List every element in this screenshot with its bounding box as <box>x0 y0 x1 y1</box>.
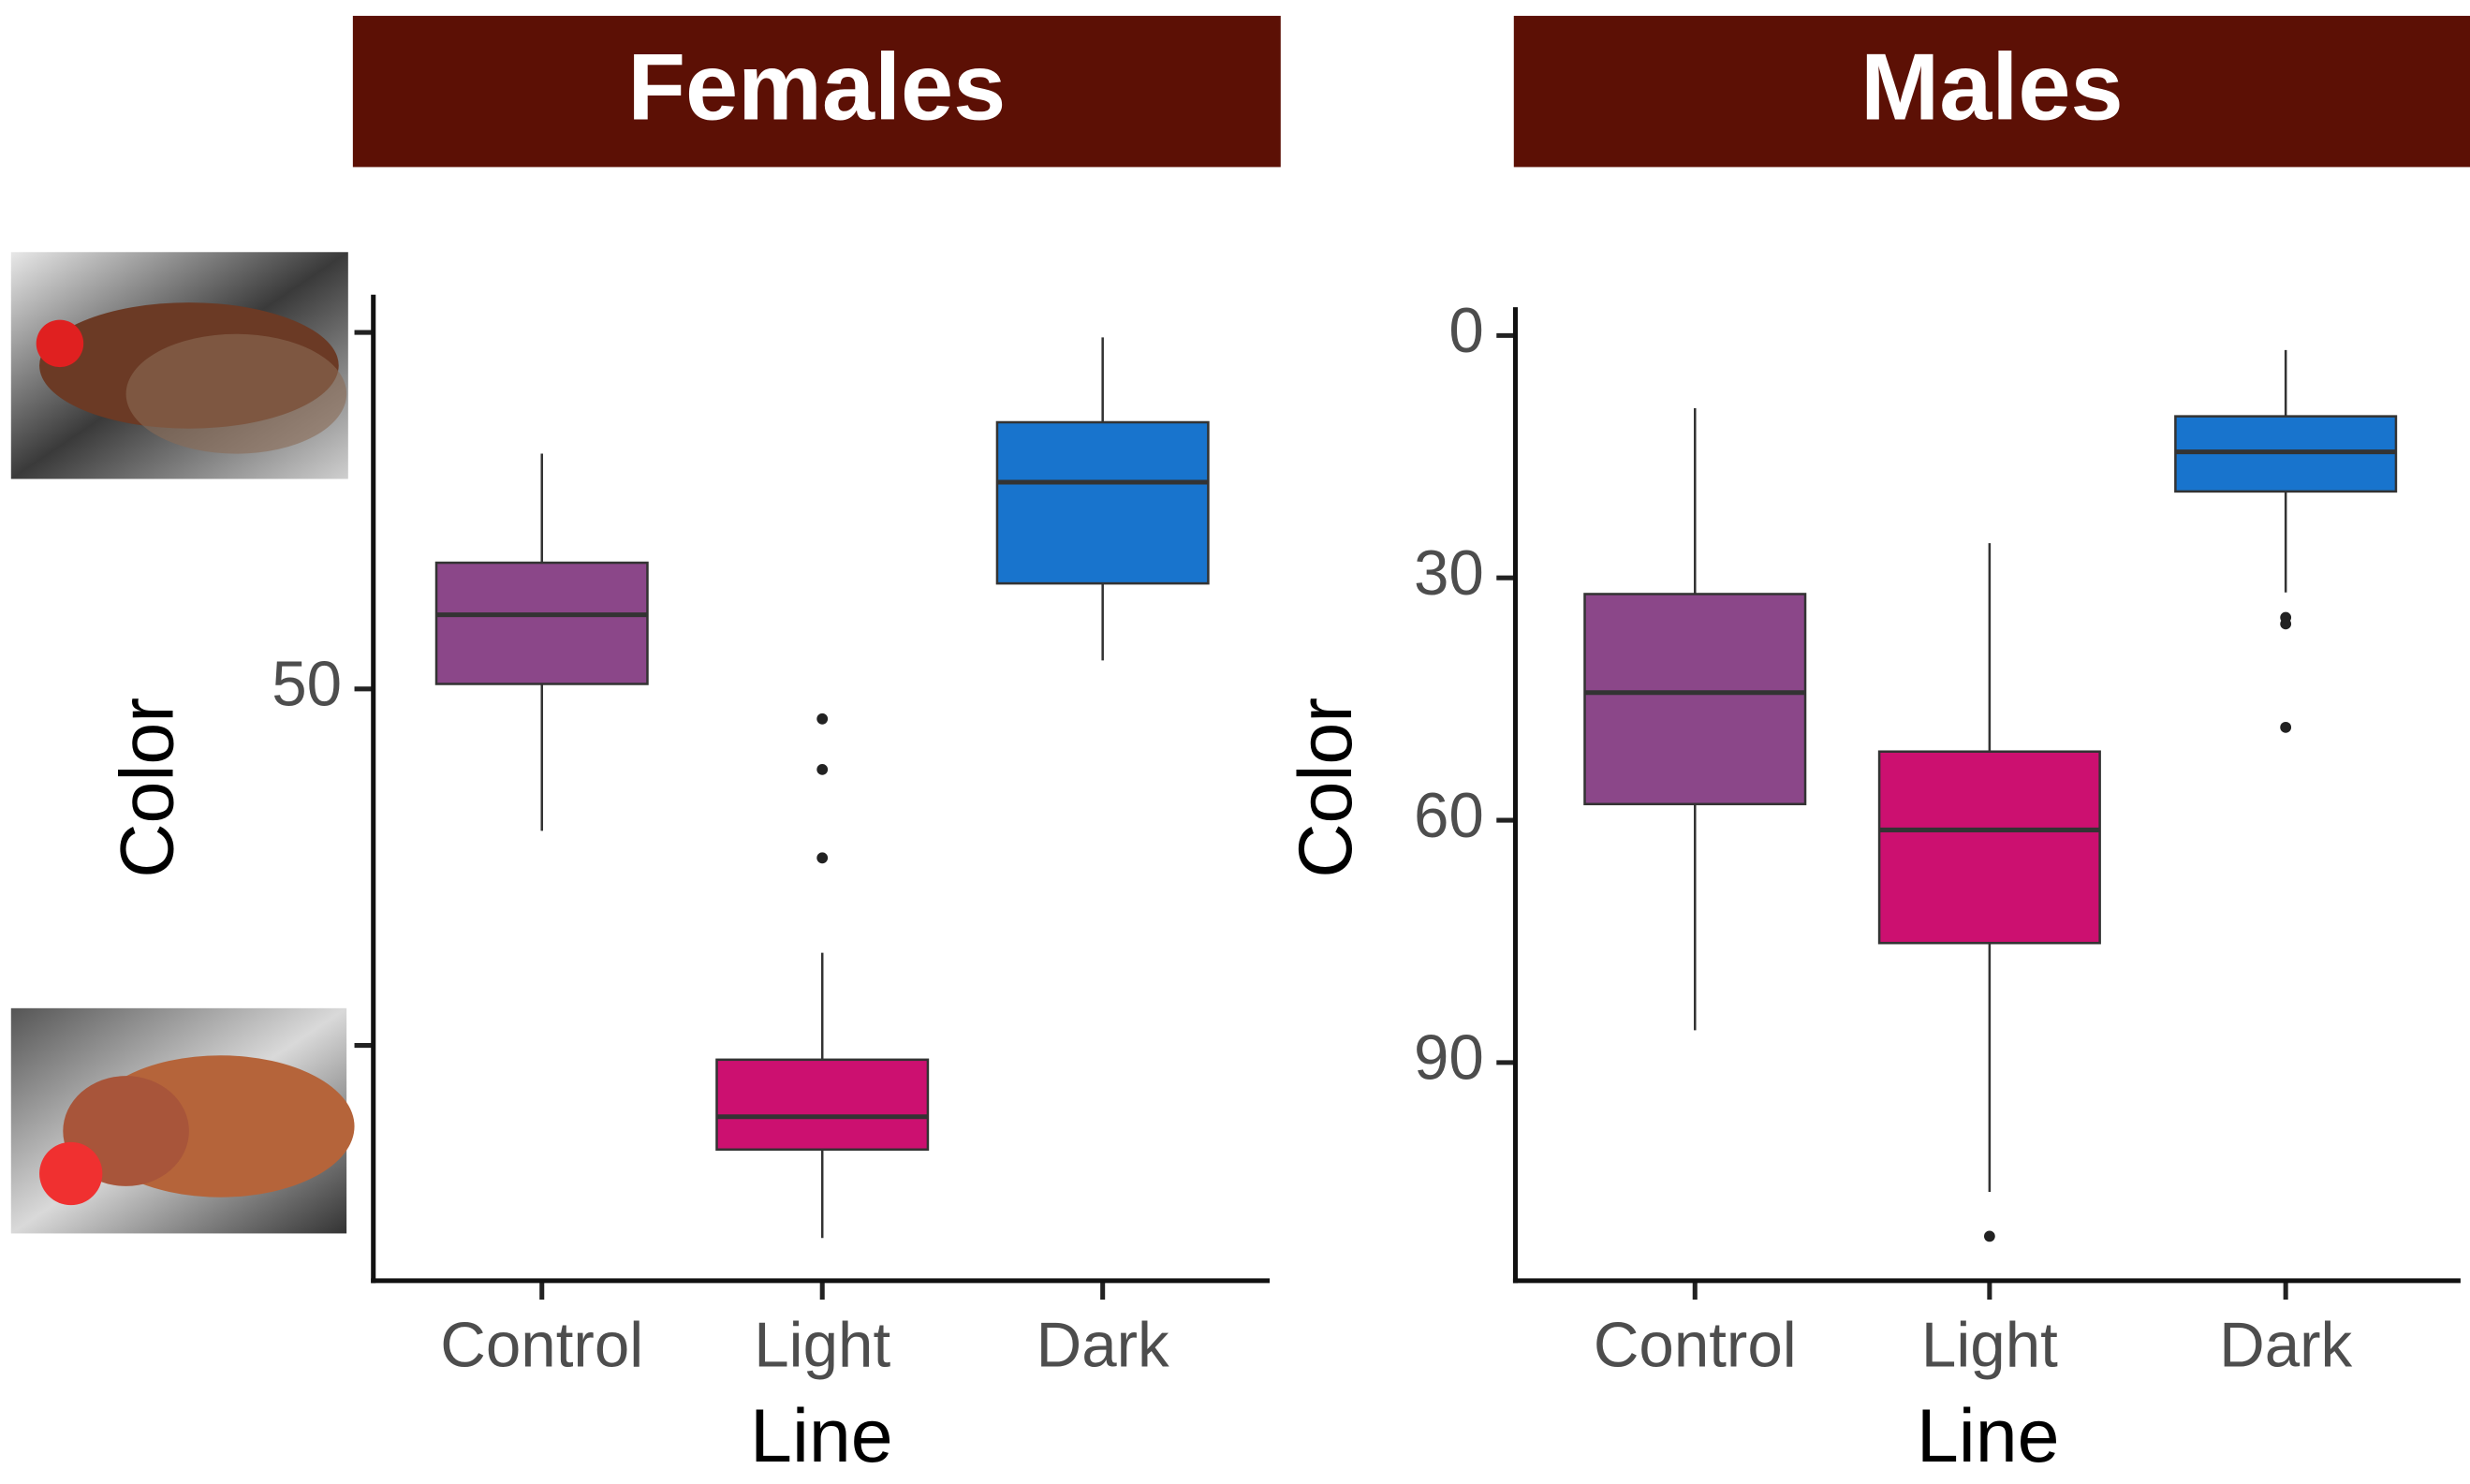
y-axis-title: Color <box>106 698 190 878</box>
y-tick-label: 90 <box>1414 1023 1484 1094</box>
box <box>995 420 1210 585</box>
outlier <box>2280 721 2292 733</box>
box <box>1877 750 2101 945</box>
y-tick-label: 30 <box>1414 538 1484 609</box>
strip-title: Females <box>627 36 1006 140</box>
box <box>715 1058 930 1152</box>
x-tick-label: Light <box>1921 1311 2058 1381</box>
outlier <box>1983 1230 1995 1242</box>
x-tick-label: Light <box>754 1311 890 1381</box>
y-tick-label: 0 <box>1448 296 1483 366</box>
y-tick-label: 50 <box>272 650 342 720</box>
x-tick-label: Dark <box>1037 1311 1169 1381</box>
strip-title: Males <box>1860 36 2124 140</box>
outlier <box>2280 618 2292 630</box>
outlier <box>816 763 829 775</box>
strip-background <box>352 15 1281 168</box>
y-axis-title: Color <box>1284 698 1368 878</box>
x-tick-label: Control <box>1594 1311 1797 1381</box>
x-tick-label: Dark <box>2219 1311 2352 1381</box>
x-tick-label: Control <box>440 1311 643 1381</box>
box <box>1583 593 1807 806</box>
fly-image-dark <box>10 252 348 479</box>
x-axis-title: Line <box>750 1394 893 1478</box>
strip-background <box>1513 15 2470 168</box>
outlier <box>816 852 829 864</box>
box <box>434 561 649 685</box>
y-tick-label: 60 <box>1414 781 1484 851</box>
outlier <box>816 713 829 725</box>
x-axis-title: Line <box>1917 1394 2060 1478</box>
fly-image-light <box>10 1007 355 1234</box>
